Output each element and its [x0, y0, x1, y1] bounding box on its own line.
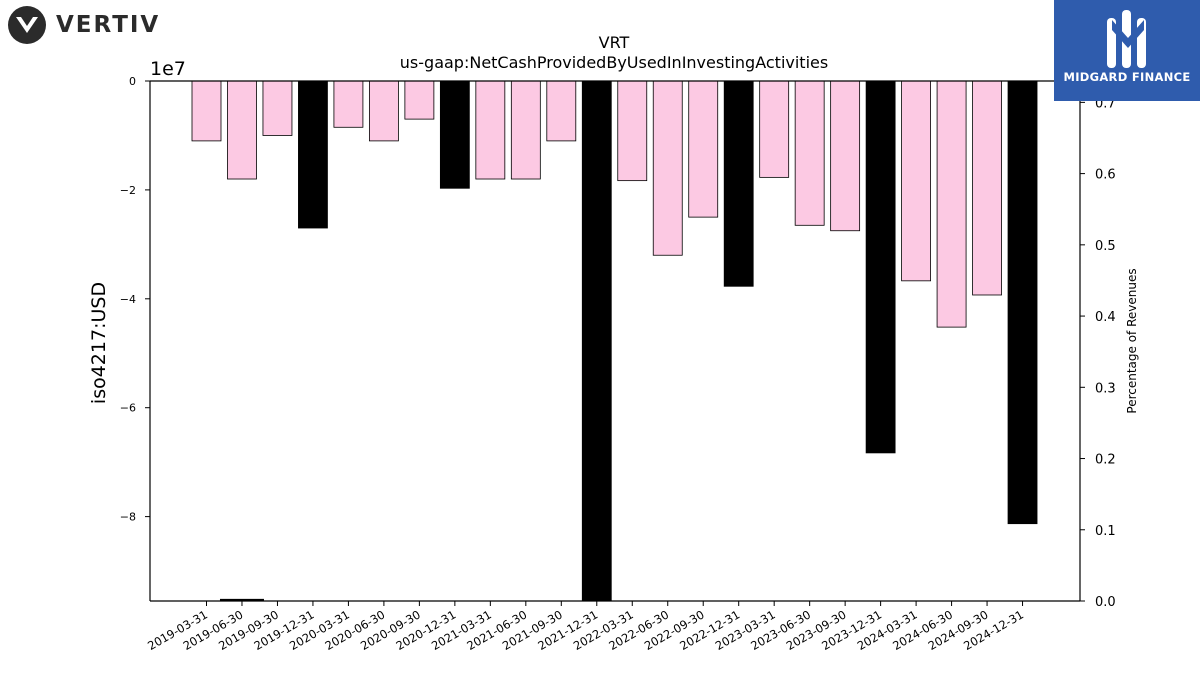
bar-quarter	[901, 80, 931, 282]
bar-quarter	[404, 80, 435, 120]
bar-annual	[1007, 80, 1038, 525]
y2-tick-label: 0.4	[1095, 310, 1116, 325]
bar-annual	[581, 80, 612, 602]
bar-quarter	[191, 80, 222, 142]
bar-quarter	[759, 80, 790, 178]
y-tick-label: −2	[120, 184, 136, 197]
y2-tick-label: 0.3	[1095, 381, 1116, 396]
bar-quarter	[510, 80, 541, 180]
y-offset-label: 1e7	[150, 58, 186, 80]
chart-title: VRT	[599, 33, 630, 52]
bar-quarter	[368, 80, 399, 142]
bar-annual	[298, 80, 328, 229]
bars-group	[191, 80, 1038, 602]
bar-quarter	[652, 80, 683, 256]
bar-quarter	[688, 80, 719, 218]
y2-tick-label: 0.1	[1095, 524, 1116, 539]
bar-quarter	[830, 80, 861, 232]
midgard-logo-text: MIDGARD FINANCE	[1063, 70, 1191, 84]
bar-quarter	[227, 80, 257, 180]
y-axis-label: iso4217:USD	[88, 282, 110, 404]
y-tick-label: 0	[129, 75, 136, 88]
midgard-m-icon	[1107, 10, 1146, 68]
bar-quarter	[794, 80, 825, 226]
y2-tick-label: 0.6	[1095, 168, 1116, 183]
bar-annual	[723, 80, 754, 287]
y-tick-label: −8	[120, 511, 136, 524]
bar-quarter	[936, 80, 967, 328]
bar-annual	[439, 80, 470, 189]
bar-quarter	[617, 80, 648, 182]
vertiv-logo-text: VERTIV	[56, 12, 161, 38]
y2-tick-label: 0.0	[1095, 595, 1116, 610]
vertiv-logo: VERTIV	[8, 6, 160, 44]
y-tick-label: −4	[120, 293, 136, 306]
y-tick-label: −6	[120, 402, 136, 415]
y2-tick-label: 0.5	[1095, 239, 1116, 254]
vertiv-v-icon	[8, 6, 46, 44]
y2-tick-label: 0.2	[1095, 453, 1116, 468]
bar-quarter	[262, 80, 293, 136]
bar-annual	[865, 80, 896, 454]
bar-quarter	[333, 80, 364, 128]
midgard-logo: MIDGARD FINANCE	[1054, 0, 1200, 101]
y2-axis-label: Percentage of Revenues	[1125, 268, 1139, 413]
chart-subtitle: us-gaap:NetCashProvidedByUsedInInvesting…	[400, 53, 828, 72]
bar-quarter	[475, 80, 506, 180]
bar-quarter	[972, 80, 1002, 296]
bar-quarter	[546, 80, 577, 142]
